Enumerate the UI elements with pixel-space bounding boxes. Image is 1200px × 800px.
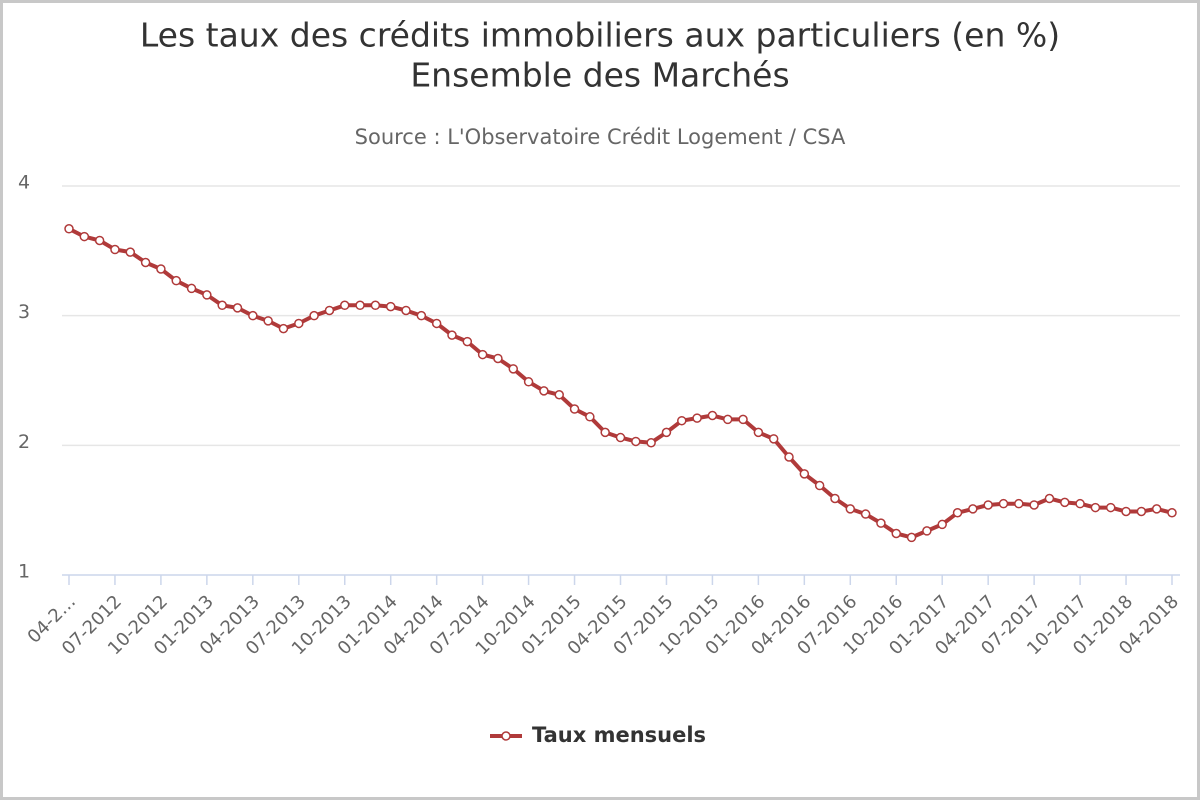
- point-marker: [431, 318, 442, 329]
- point-marker: [385, 301, 396, 312]
- point-marker: [631, 436, 641, 447]
- point-marker: [462, 336, 473, 347]
- point-marker: [784, 452, 794, 462]
- point-marker: [1151, 504, 1162, 514]
- point-marker: [202, 290, 212, 300]
- point-marker: [1060, 497, 1070, 508]
- point-marker: [906, 532, 917, 543]
- point-marker: [768, 434, 779, 444]
- point-marker: [1105, 502, 1116, 513]
- point-marker: [876, 518, 886, 528]
- legend-label: Taux mensuels: [532, 723, 706, 747]
- point-marker: [860, 509, 871, 519]
- point-marker: [140, 257, 151, 268]
- point-marker: [968, 504, 978, 514]
- point-marker: [661, 427, 672, 438]
- point-marker: [1044, 493, 1055, 504]
- point-marker: [600, 427, 610, 438]
- point-marker: [569, 404, 580, 414]
- point-marker: [355, 300, 365, 311]
- point-marker: [309, 310, 319, 321]
- y-tick-label: 2: [18, 431, 30, 453]
- chart-title: Ensemble des Marchés: [410, 56, 789, 95]
- y-tick-label: 1: [18, 561, 30, 583]
- point-marker: [1121, 506, 1131, 517]
- point-marker: [340, 300, 350, 311]
- y-tick-label: 3: [18, 301, 30, 323]
- point-marker: [799, 469, 810, 479]
- point-marker: [1075, 498, 1085, 509]
- point-marker: [477, 349, 488, 360]
- point-marker: [508, 364, 519, 374]
- legend-marker: [501, 731, 511, 741]
- point-marker: [324, 305, 335, 316]
- point-marker: [278, 323, 289, 334]
- point-marker: [845, 504, 856, 514]
- point-marker: [814, 480, 825, 491]
- point-marker: [1029, 500, 1039, 510]
- point-marker: [983, 500, 993, 510]
- point-marker: [217, 300, 227, 311]
- point-marker: [615, 432, 626, 443]
- point-marker: [523, 377, 534, 387]
- point-marker: [998, 498, 1009, 509]
- point-marker: [294, 318, 304, 329]
- point-marker: [1090, 502, 1101, 513]
- point-marker: [707, 410, 718, 421]
- point-marker: [677, 415, 687, 426]
- point-marker: [401, 305, 411, 316]
- chart-subtitle: Source : L'Observatoire Crédit Logement …: [355, 125, 846, 149]
- point-marker: [1136, 506, 1147, 517]
- point-marker: [738, 414, 748, 425]
- point-marker: [830, 493, 840, 504]
- point-marker: [447, 330, 457, 340]
- point-marker: [232, 303, 243, 313]
- point-marker: [585, 412, 595, 422]
- point-marker: [1014, 498, 1024, 509]
- point-marker: [171, 275, 181, 286]
- point-marker: [370, 300, 381, 311]
- point-marker: [64, 224, 74, 234]
- point-marker: [156, 264, 166, 274]
- point-marker: [922, 526, 932, 536]
- point-marker: [94, 235, 105, 246]
- point-marker: [539, 386, 549, 396]
- point-marker: [186, 283, 197, 294]
- point-marker: [263, 316, 273, 326]
- point-marker: [554, 390, 564, 400]
- point-marker: [110, 244, 120, 255]
- point-marker: [753, 427, 764, 438]
- point-marker: [937, 519, 947, 530]
- point-marker: [952, 508, 963, 518]
- point-marker: [248, 310, 258, 321]
- point-marker: [1167, 508, 1177, 518]
- y-tick-label: 4: [18, 172, 30, 194]
- point-marker: [79, 231, 90, 242]
- point-marker: [646, 437, 656, 448]
- point-marker: [891, 528, 901, 539]
- point-marker: [493, 353, 503, 364]
- chart-title: Les taux des crédits immobiliers aux par…: [140, 16, 1060, 55]
- point-marker: [416, 310, 427, 321]
- point-marker: [125, 247, 136, 257]
- point-marker: [722, 414, 733, 425]
- point-marker: [692, 413, 702, 423]
